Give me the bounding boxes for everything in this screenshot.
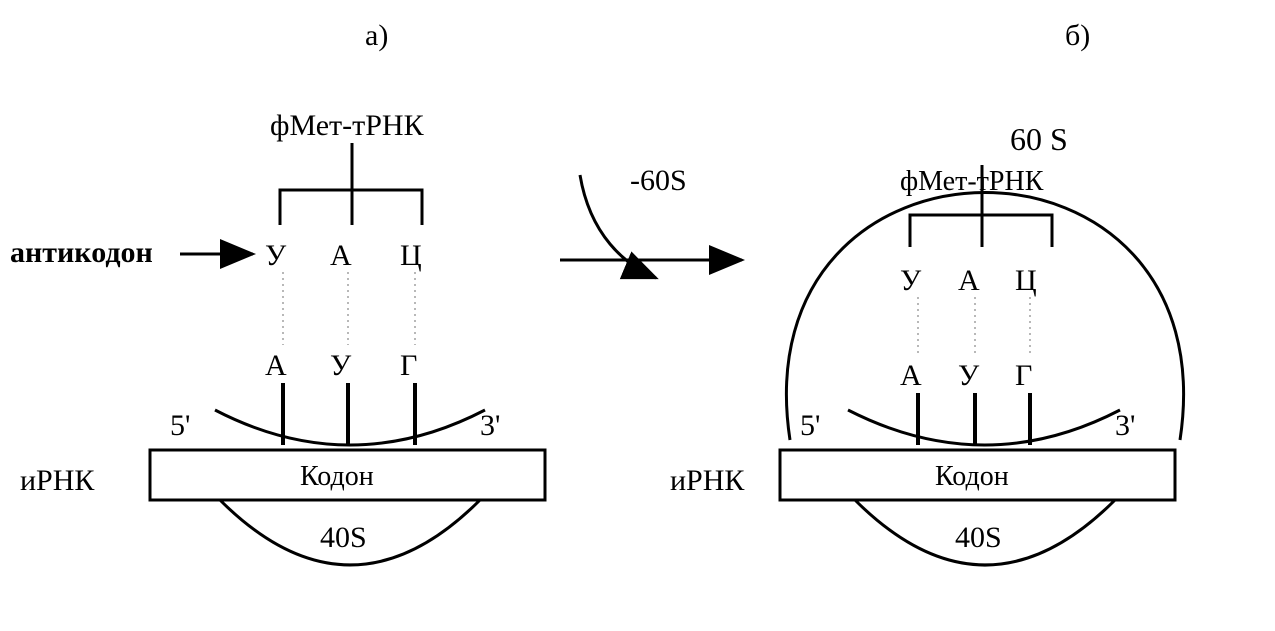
mrna-label-a: иРНК <box>20 464 95 497</box>
fmet-trna-label-b: фМет-тРНК <box>900 166 1044 197</box>
diagram-svg: а) антикодон фМет-тРНК У А Ц А У Г 5' 3'… <box>0 0 1275 631</box>
codon-u-a: У <box>330 349 352 382</box>
three-prime-b: 3' <box>1115 409 1135 442</box>
mrna-label-b: иРНК <box>670 464 745 497</box>
five-prime-b: 5' <box>800 409 820 442</box>
codon-u-b: У <box>958 359 980 392</box>
minus60s-label: -60S <box>630 164 687 197</box>
panel-a-title: а) <box>365 19 388 52</box>
subunit60-label: 60 S <box>1010 121 1068 157</box>
codon-g-a: Г <box>400 349 417 382</box>
diagram-root: { "layout":{"width":1275,"height":631}, … <box>0 0 1275 631</box>
anticodon-c-b: Ц <box>1015 264 1037 297</box>
codon-a-a: А <box>265 349 287 382</box>
codon-g-b: Г <box>1015 359 1032 392</box>
codon-label-b: Кодон <box>935 461 1009 492</box>
anticodon-u-a: У <box>265 239 287 272</box>
subunit60-arc <box>786 193 1183 441</box>
anticodon-c-a: Ц <box>400 239 422 272</box>
codon-label-a: Кодон <box>300 461 374 492</box>
anticodon-label: антикодон <box>10 236 153 269</box>
subunit40-upper-arc-b <box>848 410 1120 445</box>
anticodon-a-a: А <box>330 239 352 272</box>
subunit40-label-a: 40S <box>320 521 367 554</box>
panel-b-title: б) <box>1065 19 1090 52</box>
codon-a-b: А <box>900 359 922 392</box>
five-prime-a: 5' <box>170 409 190 442</box>
anticodon-u-b: У <box>900 264 922 297</box>
subunit40-label-b: 40S <box>955 521 1002 554</box>
anticodon-a-b: А <box>958 264 980 297</box>
three-prime-a: 3' <box>480 409 500 442</box>
fmet-trna-label-a: фМет-тРНК <box>270 109 425 142</box>
